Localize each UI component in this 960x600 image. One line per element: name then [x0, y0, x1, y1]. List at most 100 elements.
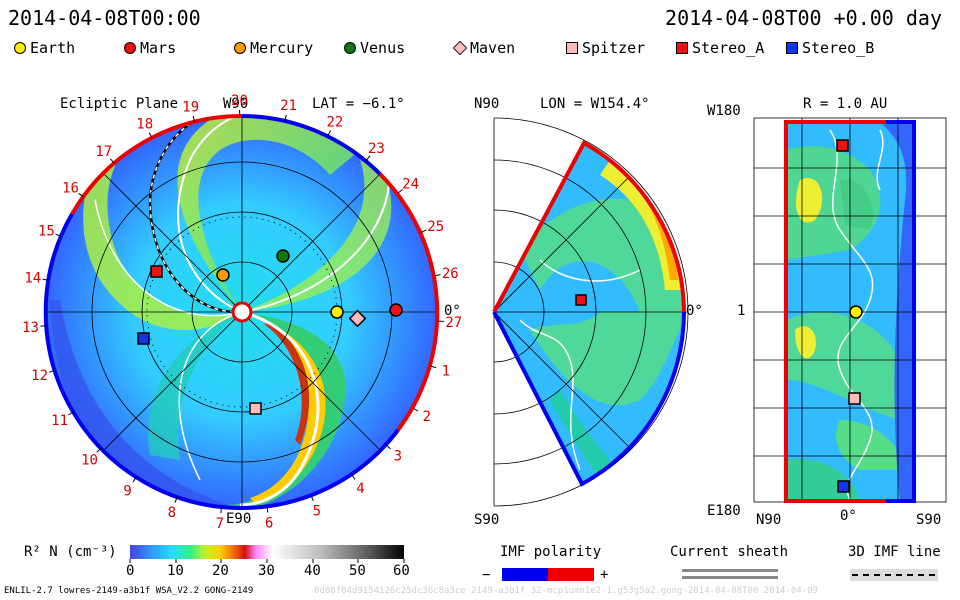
carrington-tick — [327, 130, 332, 137]
carrington-tick — [385, 444, 391, 450]
radial-earth-marker — [849, 305, 863, 319]
stereo-a-marker — [150, 265, 163, 278]
legend-spitzer: Spitzer — [566, 38, 645, 58]
maven-marker — [348, 309, 367, 328]
radial-r-label: R = 1.0 AU — [803, 96, 888, 112]
earth-marker-icon — [14, 42, 26, 54]
earth-marker — [330, 305, 344, 319]
carrington-label: 10 — [81, 452, 98, 468]
legend-stereo-b: Stereo_B — [786, 38, 874, 58]
current-sheath-label: Current sheath — [670, 544, 789, 560]
carrington-label: 8 — [168, 505, 176, 521]
legend-earth: Earth — [14, 38, 75, 58]
carrington-label: 23 — [368, 141, 385, 157]
carrington-tick — [412, 407, 419, 412]
spitzer-marker-icon — [566, 42, 578, 54]
ecliptic-plane: 19 20 212223242526271234567891011121314151… — [22, 93, 462, 532]
carrington-tick — [192, 115, 196, 122]
mercury-marker — [216, 268, 230, 282]
imf-line-bg — [850, 569, 938, 581]
carrington-label: 7 — [216, 516, 224, 532]
carrington-label: 2 — [423, 409, 431, 425]
colorbar-tick-60: 60 — [393, 563, 410, 579]
radial-top-label: W180 — [707, 103, 741, 119]
carrington-tick — [220, 506, 222, 513]
carrington-tick — [49, 369, 56, 373]
colorbar-label: R² N (cm⁻³) — [24, 544, 117, 560]
venus-marker-icon — [344, 42, 356, 54]
carrington-label: 13 — [22, 320, 39, 336]
radial-tick-s90: S90 — [916, 512, 942, 528]
current-sheath-line-1 — [682, 569, 778, 572]
carrington-label: 3 — [394, 449, 402, 465]
carrington-tick — [148, 132, 153, 139]
meridional-stereo-a-marker — [575, 294, 587, 306]
colorbar-tick-10: 10 — [167, 563, 184, 579]
imf-line-label: 3D IMF line — [848, 544, 941, 560]
venus-marker — [276, 249, 290, 263]
carrington-tick — [420, 229, 427, 233]
carrington-tick — [397, 189, 403, 194]
carrington-label: 5 — [313, 503, 321, 519]
footer-model-info: ENLIL-2.7 lowres-2149-a3b1f WSA_V2.2 GON… — [4, 586, 254, 596]
ecliptic-top-label: W90 — [223, 96, 249, 112]
carrington-tick — [110, 158, 115, 164]
radial-tick-0: 0° — [840, 508, 857, 524]
colorbar-tick-50: 50 — [349, 563, 366, 579]
right-timestamp: 2014-04-08T00 +0.00 day — [665, 6, 942, 30]
left-timestamp: 2014-04-08T00:00 — [8, 6, 201, 30]
carrington-label: 1 — [442, 363, 450, 379]
carrington-tick — [365, 155, 371, 161]
carrington-tick — [430, 365, 437, 369]
carrington-labels: 19 20 212223242526271234567891011121314151… — [22, 93, 462, 532]
mars-marker — [389, 303, 403, 317]
radial-tick-n90: N90 — [756, 512, 782, 528]
carrington-tick — [310, 495, 314, 502]
meridional-slice — [492, 117, 689, 507]
imf-positive-bar — [548, 568, 594, 581]
carrington-label: 22 — [326, 115, 343, 131]
imf-plus-label: + — [600, 567, 609, 583]
radial-spitzer-marker — [848, 392, 861, 405]
carrington-label: 16 — [62, 180, 79, 196]
carrington-label: 20 — [231, 93, 248, 109]
stereo-b-marker — [137, 332, 150, 345]
meridional-lon-label: LON = W154.4° — [540, 96, 650, 112]
colorbar-tick-40: 40 — [304, 563, 321, 579]
carrington-label: 27 — [445, 315, 462, 331]
legend-stereo-a: Stereo_A — [676, 38, 764, 58]
radial-panel — [753, 117, 947, 503]
imf-minus-label: − — [482, 567, 491, 583]
carrington-tick — [284, 114, 287, 121]
stereo-a-marker-icon — [676, 42, 688, 54]
radial-stereo-b-marker — [837, 480, 850, 493]
imf-negative-bar — [502, 568, 548, 581]
carrington-tick — [132, 476, 137, 483]
carrington-tick — [96, 447, 102, 453]
legend-mars: Mars — [124, 38, 176, 58]
carrington-tick — [67, 411, 74, 416]
carrington-label: 11 — [51, 413, 68, 429]
spitzer-marker — [249, 402, 262, 415]
radial-stereo-a-marker — [836, 139, 849, 152]
carrington-label: 24 — [402, 176, 419, 192]
ecliptic-lat-label: LAT = −6.1° — [312, 96, 405, 112]
ecliptic-right-label: 0° — [444, 303, 461, 319]
radial-bottom-label: E180 — [707, 503, 741, 519]
radial-mid-label: 1 — [737, 303, 746, 319]
carrington-label: 4 — [356, 481, 364, 497]
carrington-label: 25 — [427, 219, 444, 235]
meridional-top-label: N90 — [474, 96, 500, 112]
ecliptic-bottom-label: E90 — [226, 511, 252, 527]
legend-venus: Venus — [344, 38, 405, 58]
carrington-label: 21 — [280, 98, 297, 114]
colorbar-tick-20: 20 — [212, 563, 229, 579]
stereo-b-marker-icon — [786, 42, 798, 54]
carrington-label: 19 — [182, 99, 199, 115]
meridional-right-label: 0° — [686, 303, 703, 319]
mars-marker-icon — [124, 42, 136, 54]
carrington-label: 14 — [24, 271, 41, 287]
mercury-marker-icon — [234, 42, 246, 54]
colorbar-tick-30: 30 — [258, 563, 275, 579]
